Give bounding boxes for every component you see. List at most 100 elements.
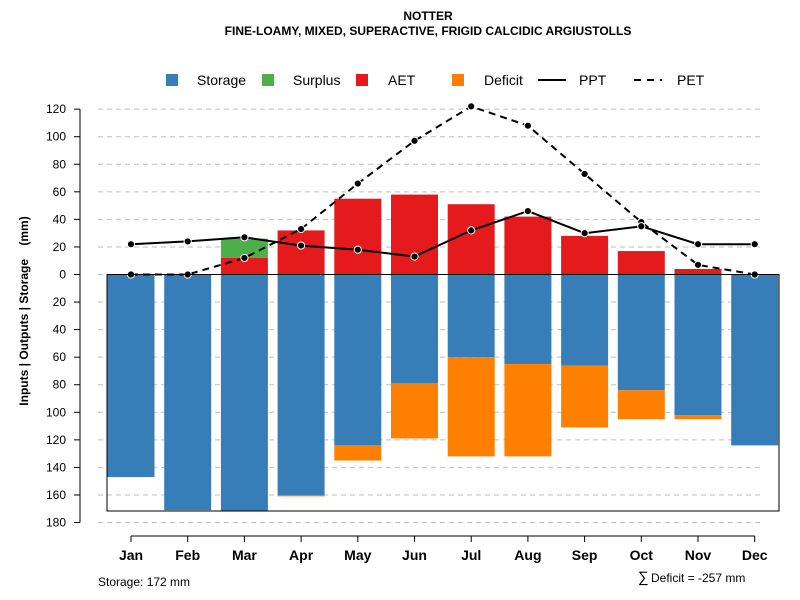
ppt-point (693, 240, 703, 249)
x-tick-label: Oct (630, 547, 654, 563)
y-axis-label: Inputs | Outputs | Storage (mm) (17, 216, 31, 405)
y-tick-label: 0 (59, 268, 66, 282)
deficit-bar (674, 415, 722, 420)
y-tick-label: 20 (53, 240, 67, 254)
deficit-bar (334, 445, 382, 461)
x-tick-label: Sep (572, 547, 598, 563)
deficit-bar (447, 357, 495, 457)
legend-label: Surplus (293, 72, 340, 88)
pet-point (410, 136, 419, 145)
y-tick-label: 20 (53, 295, 67, 309)
chart-subtitle: FINE-LOAMY, MIXED, SUPERACTIVE, FRIGID C… (225, 24, 632, 38)
pet-point (693, 260, 703, 269)
storage-bar (731, 274, 779, 446)
ppt-point (580, 229, 589, 238)
x-tick-label: Nov (685, 547, 712, 563)
legend-label: Deficit (484, 72, 523, 88)
storage-bar (674, 274, 722, 416)
legend-swatch (356, 74, 368, 86)
deficit-bar (504, 364, 552, 457)
deficit-bar (277, 494, 325, 497)
deficit-bar (391, 383, 438, 439)
pet-point (353, 179, 362, 188)
deficit-bar (617, 390, 665, 420)
legend-label: AET (388, 72, 416, 88)
chart-title: NOTTER (403, 9, 453, 23)
storage-bar (504, 274, 552, 365)
ppt-line (130, 210, 755, 258)
bars (107, 194, 779, 512)
y-tick-label: 60 (53, 185, 67, 199)
x-tick-label: Jan (119, 547, 143, 563)
pet-point (580, 169, 589, 179)
legend-item: Surplus (262, 72, 340, 88)
x-tick-label: Dec (742, 547, 768, 563)
ppt-point (183, 237, 192, 246)
legend: Storage Surplus AET Deficit PPT PET (166, 72, 705, 88)
legend-swatch (262, 74, 274, 86)
ppt-point (467, 226, 476, 235)
y-tick-label: 120 (46, 102, 66, 116)
storage-note: Storage: 172 mm (98, 575, 190, 589)
aet-bar (220, 257, 268, 275)
storage-bar (277, 274, 325, 495)
aet-bar (391, 194, 438, 275)
storage-bar (107, 274, 155, 478)
y-tick-label: 60 (53, 350, 67, 364)
legend-label: PET (677, 72, 705, 88)
storage-bar (447, 274, 495, 358)
storage-bar (391, 274, 438, 384)
y-tick-label: 40 (53, 212, 67, 226)
legend-swatch (166, 74, 178, 86)
legend-swatch (452, 74, 464, 86)
x-tick-label: May (344, 547, 371, 563)
legend-label: Storage (197, 72, 246, 88)
ppt-point (523, 207, 533, 216)
surplus-bar (220, 238, 268, 258)
aet-bar (561, 235, 609, 275)
y-tick-label: 120 (46, 433, 66, 447)
y-tick-label: 40 (53, 323, 67, 337)
y-tick-label: 140 (46, 460, 66, 474)
x-tick-label: Feb (175, 547, 200, 563)
aet-bar (447, 204, 495, 275)
pet-point (297, 224, 306, 234)
ppt-point (240, 233, 249, 242)
legend-item: PPT (538, 72, 607, 88)
legend-item: Deficit (452, 72, 523, 88)
y-tick-label: 160 (46, 488, 66, 502)
y-tick-label: 100 (46, 405, 66, 419)
storage-bar (561, 274, 609, 366)
pet-point (467, 102, 476, 111)
pet-point (523, 121, 533, 130)
storage-bar (164, 274, 212, 511)
pet-point (240, 253, 249, 263)
ppt-point (750, 240, 759, 249)
x-tick-label: Apr (289, 547, 314, 563)
storage-bar (334, 274, 382, 446)
ppt-point (353, 245, 362, 254)
legend-item: AET (356, 72, 416, 88)
legend-item: Storage (166, 72, 246, 88)
ppt-point (637, 222, 646, 231)
aet-bar (334, 198, 382, 275)
legend-item: PET (634, 72, 705, 88)
y-tick-label: 80 (53, 378, 67, 392)
deficit-bar (561, 365, 609, 428)
ppt-point (410, 252, 419, 261)
deficit-note: Deficit = -257 mm (651, 571, 745, 585)
legend-label: PPT (579, 72, 607, 88)
storage-bar (617, 274, 665, 391)
aet-bar (674, 268, 722, 275)
y-tick-label: 180 (46, 516, 66, 530)
axes: 120 100 80 60 40 20 0 20 40 60 80 100 120 140 160 180 Ja… (46, 102, 780, 563)
sum-symbol: ∑ (638, 569, 649, 586)
ppt-point (297, 241, 306, 250)
x-tick-label: Aug (514, 547, 541, 563)
x-tick-label: Mar (232, 547, 257, 563)
aet-bar (617, 251, 665, 275)
storage-bar (220, 274, 268, 512)
aet-bar (504, 216, 552, 275)
y-tick-label: 100 (46, 130, 66, 144)
